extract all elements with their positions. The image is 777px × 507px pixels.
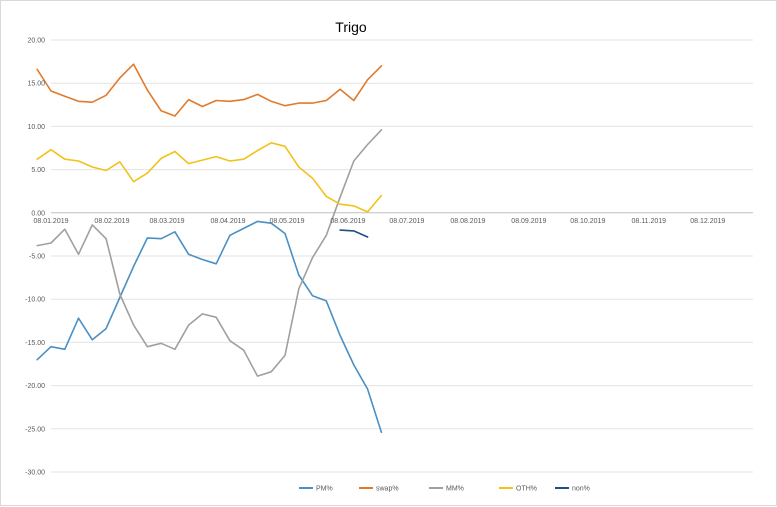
x-tick-label: 08.06.2019 [330, 218, 365, 225]
y-tick-label: 15.00 [27, 81, 45, 88]
series-line-mm [36, 129, 383, 377]
y-tick-label: -10.00 [25, 297, 45, 304]
y-tick-label: 5.00 [31, 167, 45, 174]
series-line-non [339, 229, 369, 238]
x-tick-label: 08.05.2019 [269, 218, 304, 225]
legend-entry: PM% [316, 486, 333, 493]
x-tick-label: 08.04.2019 [210, 218, 245, 225]
y-tick-label: -5.00 [29, 254, 45, 261]
series-line-oth [36, 142, 383, 213]
legend-entry: non% [572, 486, 590, 493]
x-tick-label: 08.12.2019 [690, 218, 725, 225]
x-tick-label: 08.08.2019 [450, 218, 485, 225]
y-tick-label: -15.00 [25, 340, 45, 347]
series-line-pm [36, 220, 383, 434]
x-tick-label: 08.02.2019 [94, 218, 129, 225]
y-tick-label: 10.00 [27, 124, 45, 131]
y-tick-label: -25.00 [25, 426, 45, 433]
legend-entry: OTH% [516, 486, 537, 493]
x-tick-label: 08.01.2019 [33, 218, 68, 225]
legend-entry: swap% [376, 486, 399, 493]
legend-entry: MM% [446, 486, 464, 493]
y-tick-label: 20.00 [27, 38, 45, 45]
y-tick-label: -30.00 [25, 470, 45, 477]
x-tick-label: 08.09.2019 [511, 218, 546, 225]
x-tick-label: 08.03.2019 [149, 218, 184, 225]
x-tick-label: 08.10.2019 [570, 218, 605, 225]
y-tick-label: -20.00 [25, 383, 45, 390]
series-line-swap [36, 63, 383, 117]
chart-title: Trigo [335, 19, 367, 35]
y-tick-label: 0.00 [31, 210, 45, 217]
x-tick-label: 08.11.2019 [632, 218, 667, 225]
x-tick-label: 08.07.2019 [389, 218, 424, 225]
